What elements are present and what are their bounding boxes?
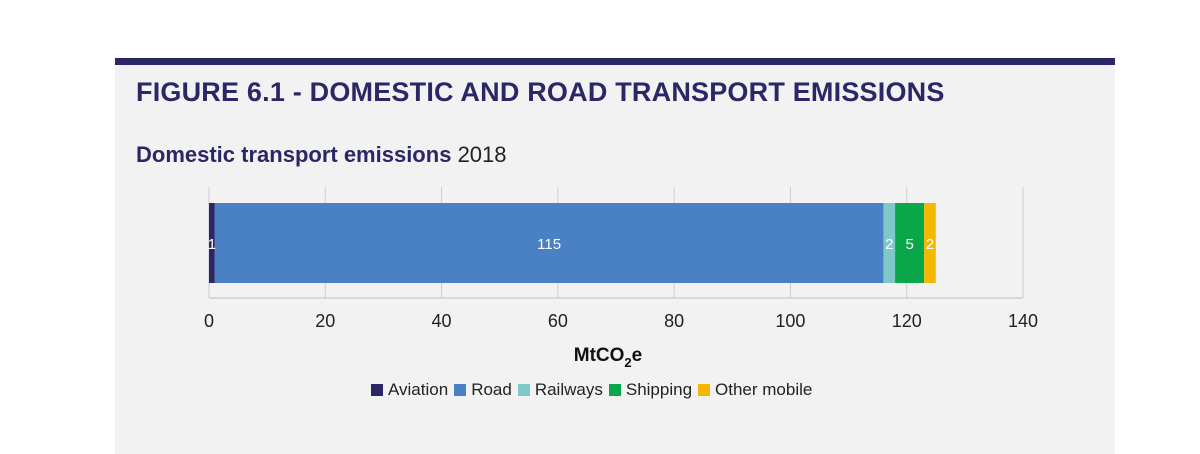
bar-segment-shipping: [895, 203, 925, 283]
x-tick-label: 0: [204, 311, 214, 331]
x-axis-label-main: MtCO: [574, 345, 625, 366]
x-tick-label: 120: [892, 311, 922, 331]
bar-segment-aviation: [209, 203, 215, 283]
legend-item: Road: [454, 380, 512, 400]
x-tick-label: 80: [664, 311, 684, 331]
chart-tick-labels: 0 20 40 60 80 100 120 140: [204, 311, 1038, 331]
chart-data-labels: 1 115 2 5 2: [208, 236, 934, 253]
bar-label-other-mobile: 2: [926, 236, 934, 253]
figure-title: FIGURE 6.1 - DOMESTIC AND ROAD TRANSPORT…: [136, 77, 945, 107]
legend-label: Railways: [534, 380, 603, 399]
bar-segment-railways: [883, 203, 896, 283]
chart-subtitle-year: 2018: [457, 142, 507, 167]
legend-label: Shipping: [625, 380, 693, 399]
legend-item: Shipping: [608, 380, 693, 400]
legend-swatch: [698, 384, 711, 396]
chart-subtitle-main: Domestic transport emissions: [136, 142, 452, 167]
chart-bars: [209, 203, 936, 283]
legend-item: Aviation: [371, 380, 448, 400]
x-tick-label: 40: [432, 311, 452, 331]
x-tick-label: 60: [548, 311, 568, 331]
figure-top-rule: [115, 58, 1115, 65]
legend-label: Road: [471, 380, 512, 399]
x-tick-label: 20: [315, 311, 335, 331]
bar-label-road: 115: [537, 236, 561, 253]
legend-label: Aviation: [388, 380, 449, 399]
bar-segment-road: [214, 203, 884, 283]
bar-label-shipping: 5: [905, 236, 913, 253]
chart-subtitle: Domestic transport emissions 2018: [136, 142, 507, 168]
bar-label-railways: 2: [885, 236, 893, 253]
legend-swatch: [608, 384, 621, 396]
x-tick-label: 100: [775, 311, 805, 331]
x-axis-label-sub: 2: [624, 355, 631, 370]
bar-segment-other-mobile: [924, 203, 936, 283]
legend-swatch: [371, 384, 383, 396]
x-axis-label: MtCO2e: [574, 345, 642, 370]
legend-label: Other mobile: [715, 380, 813, 399]
legend-item: Railways: [517, 380, 603, 400]
legend-swatch: [517, 384, 530, 396]
bar-label-aviation: 1: [208, 236, 216, 253]
x-axis-label-tail: e: [632, 345, 643, 366]
x-tick-label: 140: [1008, 311, 1038, 331]
legend-item: Other mobile: [698, 380, 812, 400]
chart-legend: Aviation Road Railways Shipping Other mo…: [371, 380, 818, 400]
legend-swatch: [454, 384, 467, 396]
